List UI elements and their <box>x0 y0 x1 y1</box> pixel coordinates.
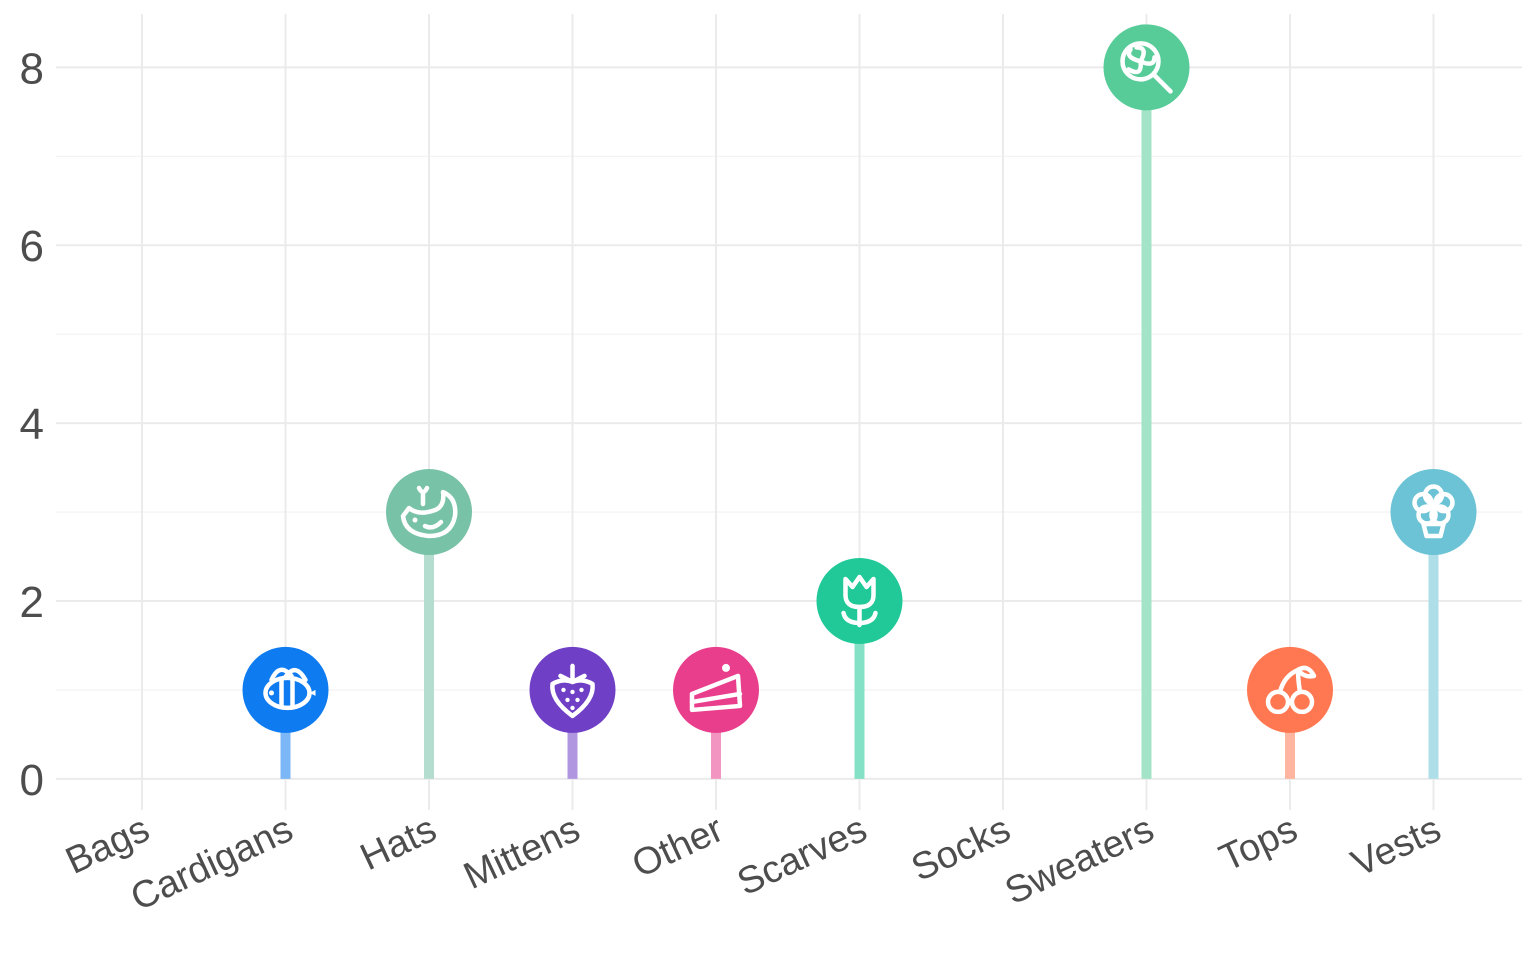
bee-icon <box>263 667 316 711</box>
marker-hats <box>386 469 472 556</box>
y-tick-label: 0 <box>20 756 44 805</box>
marker-vests <box>1390 469 1477 556</box>
marker-other <box>673 646 759 733</box>
x-tick-label: Mittens <box>458 808 587 898</box>
marker-circle <box>1103 24 1190 111</box>
tulip-icon <box>841 574 878 628</box>
y-tick-label: 6 <box>20 222 44 271</box>
x-tick-label: Tops <box>1213 808 1304 880</box>
marker-circle <box>673 646 759 733</box>
marker-circle <box>816 557 903 644</box>
markers <box>242 24 1477 733</box>
x-tick-label: Bags <box>60 808 156 883</box>
x-tick-label: Vests <box>1345 808 1447 885</box>
marker-tops <box>1247 646 1333 733</box>
x-tick-label: Scarves <box>731 808 873 904</box>
marker-mittens <box>529 646 616 733</box>
flower-icon <box>1412 484 1455 539</box>
whale-icon <box>400 485 458 539</box>
x-tick-label: Other <box>626 808 730 886</box>
y-tick-label: 4 <box>20 400 44 449</box>
marker-circle <box>1247 646 1333 733</box>
marker-cardigans <box>242 646 329 733</box>
x-tick-label: Cardigans <box>125 808 300 919</box>
cake-slice-icon <box>689 663 743 713</box>
y-tick-label: 2 <box>20 578 44 627</box>
marker-circle <box>242 646 329 733</box>
x-tick-label: Sweaters <box>999 808 1160 913</box>
strawberry-icon <box>550 663 595 719</box>
cherries-icon <box>1265 665 1317 715</box>
y-tick-label: 8 <box>20 44 44 93</box>
y-axis-ticks: 0 2 4 6 8 <box>20 44 44 805</box>
marker-sweaters <box>1103 24 1190 111</box>
lollipop-icon <box>1120 41 1173 94</box>
marker-scarves <box>816 557 903 644</box>
x-tick-label: Hats <box>354 808 443 879</box>
